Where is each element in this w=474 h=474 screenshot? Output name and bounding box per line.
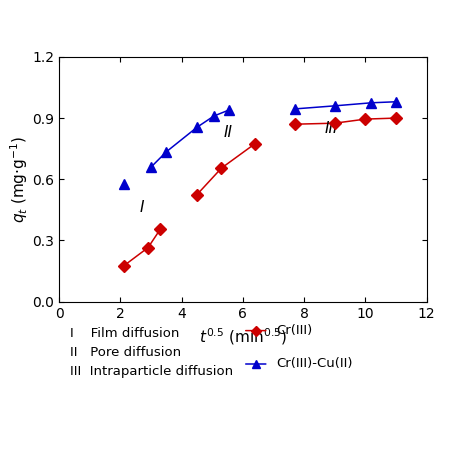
Text: Cr(III)-Cu(II): Cr(III)-Cu(II)	[276, 357, 353, 371]
X-axis label: $t^{0.5}$ (min$^{0.5}$): $t^{0.5}$ (min$^{0.5}$)	[199, 326, 287, 347]
Y-axis label: $q_t$ (mg·g$^{-1}$): $q_t$ (mg·g$^{-1}$)	[8, 136, 29, 223]
Text: III: III	[325, 121, 338, 137]
Text: Cr(III): Cr(III)	[276, 324, 312, 337]
Text: I: I	[140, 200, 144, 215]
Text: I    Film diffusion
II   Pore diffusion
III  Intraparticle diffusion: I Film diffusion II Pore diffusion III I…	[70, 327, 233, 378]
Text: II: II	[223, 126, 232, 140]
